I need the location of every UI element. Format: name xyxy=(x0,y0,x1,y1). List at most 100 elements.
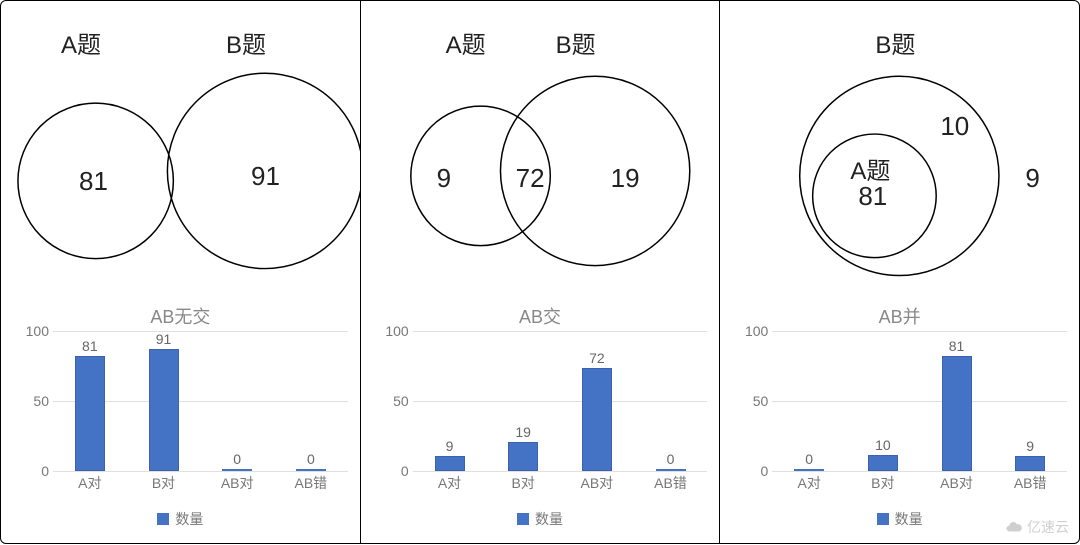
bar-value: 0 xyxy=(233,451,241,467)
chart-title: AB并 xyxy=(732,303,1067,329)
bar xyxy=(75,356,105,471)
x-label: B对 xyxy=(846,473,920,493)
y-axis: 100 50 0 xyxy=(13,331,53,471)
legend-swatch xyxy=(157,513,169,525)
bar-value: 91 xyxy=(156,331,172,347)
bar xyxy=(149,349,179,471)
x-label: A对 xyxy=(413,473,487,493)
panel-intersect: A题 B题 9 72 19 AB交 100 50 0 9 xyxy=(361,1,721,543)
bar-value: 9 xyxy=(1026,438,1034,454)
bar xyxy=(296,469,326,471)
bar-value: 10 xyxy=(875,437,891,453)
legend-swatch xyxy=(517,513,529,525)
venn-svg-intersect xyxy=(361,1,720,301)
x-label: AB错 xyxy=(993,473,1067,493)
bar-value: 9 xyxy=(446,438,454,454)
bar xyxy=(435,456,465,471)
bar-value: 81 xyxy=(82,338,98,354)
bar-slot: 19 xyxy=(486,331,560,471)
legend-label: 数量 xyxy=(535,509,563,529)
x-label: B对 xyxy=(486,473,560,493)
bar xyxy=(582,368,612,471)
panel-disjoint: A题 B题 81 91 AB无交 100 50 0 81 xyxy=(1,1,361,543)
ytick-0: 0 xyxy=(41,463,49,479)
bar-slot: 0 xyxy=(200,331,274,471)
ytick-100: 100 xyxy=(385,323,408,339)
bar-value: 72 xyxy=(589,350,605,366)
ytick-50: 50 xyxy=(753,393,769,409)
panels-container: A题 B题 81 91 AB无交 100 50 0 81 xyxy=(0,0,1080,544)
chart-disjoint: AB无交 100 50 0 81 91 xyxy=(1,301,360,545)
gridline xyxy=(53,471,348,472)
bar-value: 19 xyxy=(515,424,531,440)
label-a: A题 xyxy=(61,25,101,60)
bar-chart: 100 50 0 81 91 0 xyxy=(13,331,348,471)
gridline xyxy=(413,471,708,472)
legend: 数量 xyxy=(373,509,708,529)
panel-subset: B题 10 A题 81 9 AB并 100 50 0 0 xyxy=(720,1,1079,543)
x-label: AB对 xyxy=(920,473,994,493)
x-labels: A对 B对 AB对 AB错 xyxy=(413,473,708,493)
x-labels: A对 B对 AB对 AB错 xyxy=(53,473,348,493)
x-label: A对 xyxy=(53,473,127,493)
bars: 9 19 72 0 xyxy=(413,331,708,471)
bar xyxy=(222,469,252,471)
bar-chart: 100 50 0 9 19 72 xyxy=(373,331,708,471)
ytick-100: 100 xyxy=(26,323,49,339)
bar xyxy=(868,455,898,471)
venn-subset: B题 10 A题 81 9 xyxy=(720,1,1079,301)
bar xyxy=(508,442,538,471)
num-right: 91 xyxy=(251,161,280,192)
bar-slot: 0 xyxy=(274,331,348,471)
bar-slot: 91 xyxy=(127,331,201,471)
legend-label: 数量 xyxy=(895,509,923,529)
legend: 数量 xyxy=(13,509,348,529)
x-label: AB对 xyxy=(200,473,274,493)
ytick-0: 0 xyxy=(761,463,769,479)
num-left: 9 xyxy=(437,163,451,194)
circle-b xyxy=(800,76,999,275)
bar-slot: 9 xyxy=(993,331,1067,471)
x-label: AB错 xyxy=(274,473,348,493)
gridline xyxy=(772,471,1067,472)
x-label: B对 xyxy=(127,473,201,493)
bar-value: 0 xyxy=(805,451,813,467)
bar-slot: 81 xyxy=(920,331,994,471)
ytick-100: 100 xyxy=(745,323,768,339)
ytick-50: 50 xyxy=(393,393,409,409)
x-label: A对 xyxy=(772,473,846,493)
legend: 数量 xyxy=(732,509,1067,529)
chart-subset: AB并 100 50 0 0 10 xyxy=(720,301,1079,545)
bar xyxy=(656,469,686,471)
bar-slot: 72 xyxy=(560,331,634,471)
num-left: 81 xyxy=(79,166,108,197)
label-b: B题 xyxy=(226,25,266,60)
x-label: AB错 xyxy=(634,473,708,493)
num-inner: 81 xyxy=(858,181,887,212)
bar-value: 0 xyxy=(667,451,675,467)
bar-chart: 100 50 0 0 10 81 xyxy=(732,331,1067,471)
legend-label: 数量 xyxy=(175,509,203,529)
num-outside: 9 xyxy=(1025,163,1039,194)
ytick-50: 50 xyxy=(33,393,49,409)
label-a: A题 xyxy=(446,25,486,60)
venn-intersect: A题 B题 9 72 19 xyxy=(361,1,720,301)
bars: 0 10 81 9 xyxy=(772,331,1067,471)
x-labels: A对 B对 AB对 AB错 xyxy=(772,473,1067,493)
venn-disjoint: A题 B题 81 91 xyxy=(1,1,360,301)
chart-title: AB无交 xyxy=(13,303,348,329)
bar-value: 81 xyxy=(949,338,965,354)
bar xyxy=(1015,456,1045,471)
bar-slot: 81 xyxy=(53,331,127,471)
bar-slot: 10 xyxy=(846,331,920,471)
bar-value: 0 xyxy=(307,451,315,467)
bar xyxy=(794,469,824,471)
venn-svg-disjoint xyxy=(1,1,360,301)
x-label: AB对 xyxy=(560,473,634,493)
legend-swatch xyxy=(877,513,889,525)
bar-slot: 0 xyxy=(634,331,708,471)
chart-intersect: AB交 100 50 0 9 19 xyxy=(361,301,720,545)
label-b: B题 xyxy=(875,25,915,60)
chart-title: AB交 xyxy=(373,303,708,329)
ytick-0: 0 xyxy=(401,463,409,479)
